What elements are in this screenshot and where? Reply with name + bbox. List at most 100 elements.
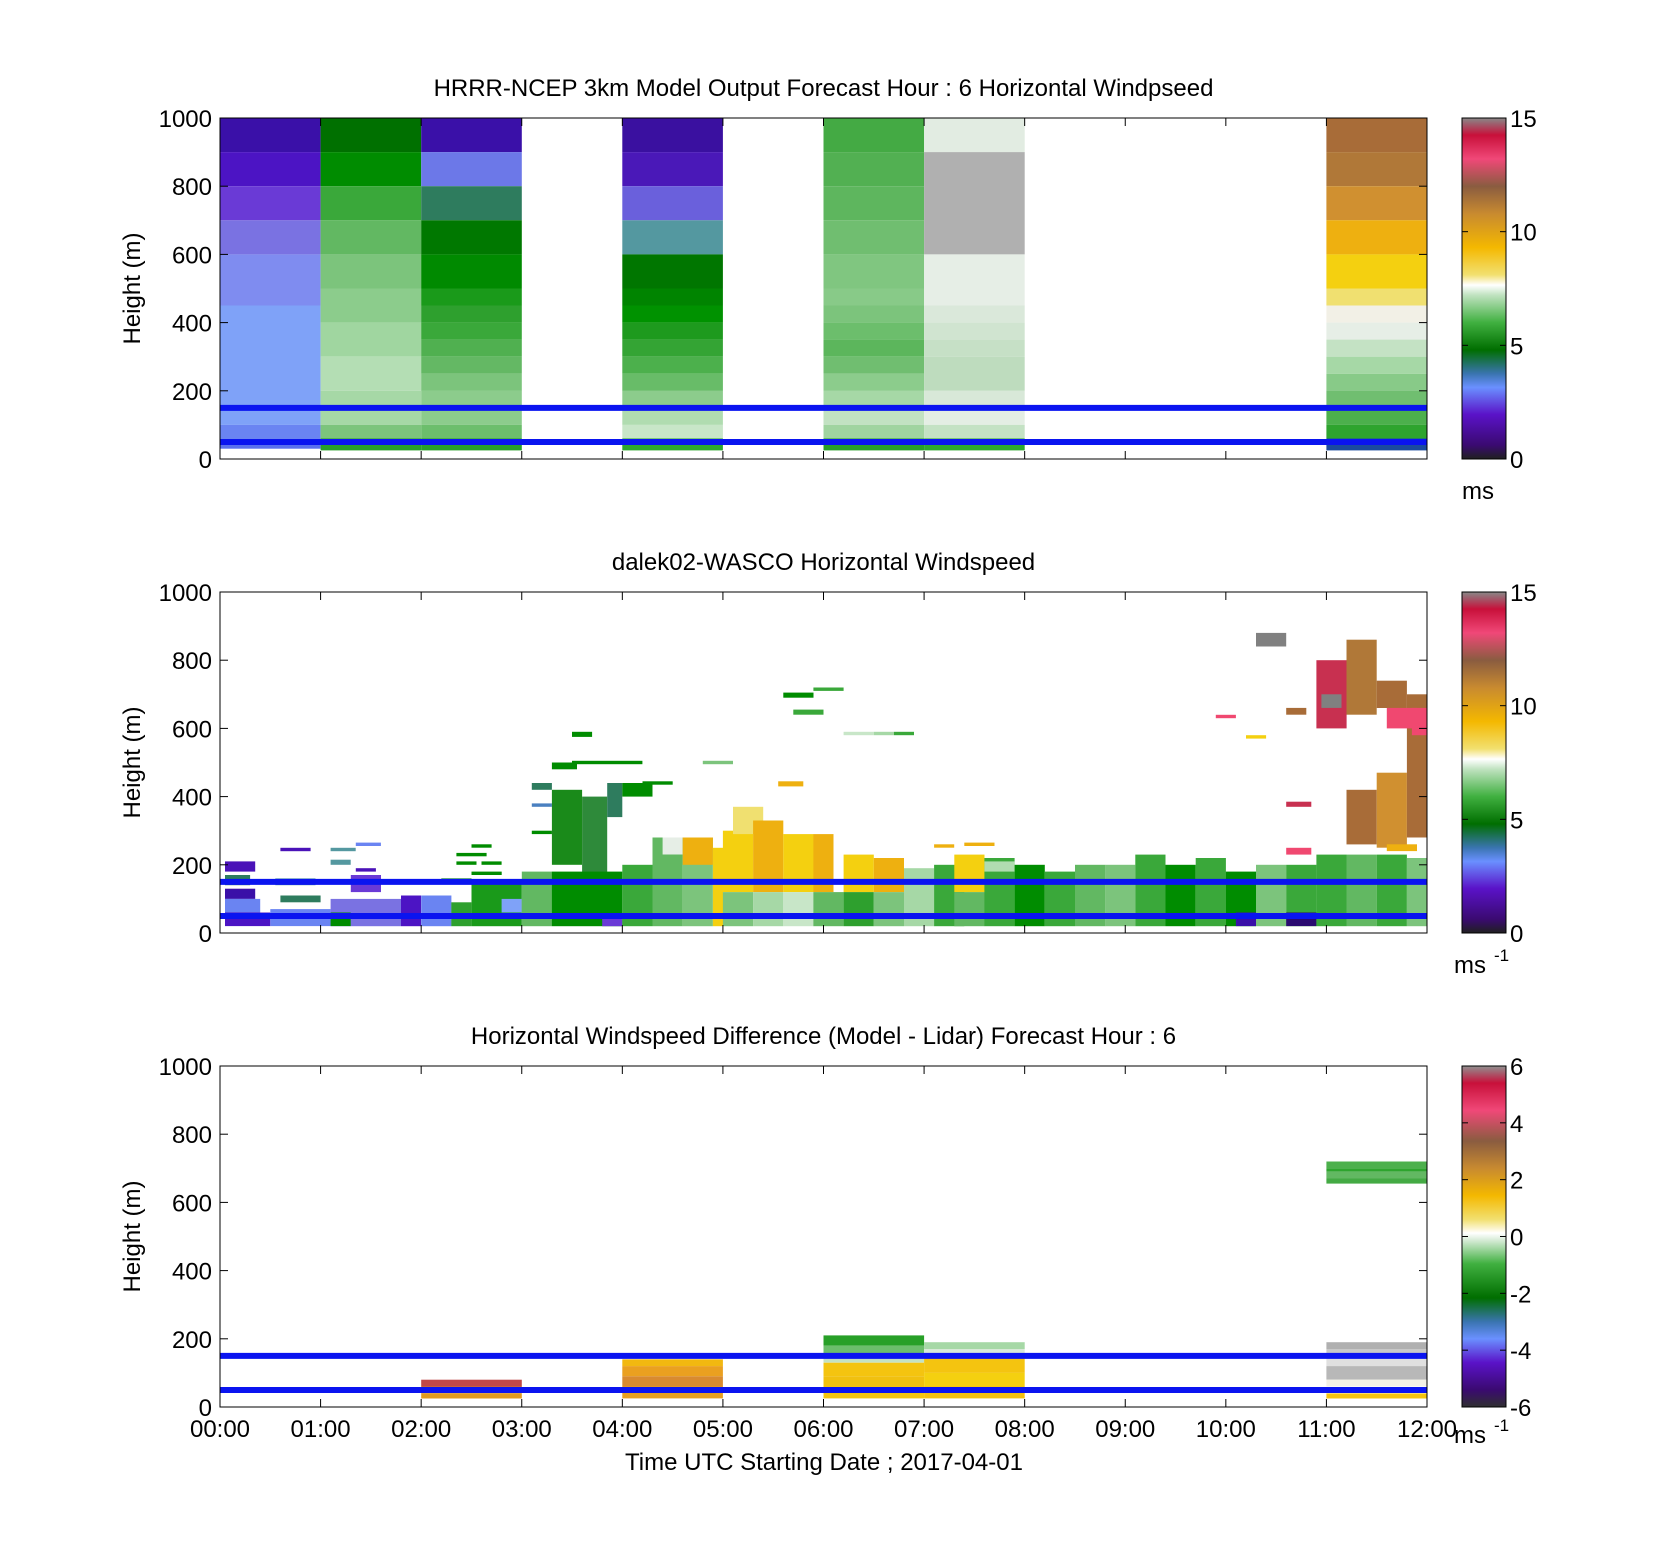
heatmap-cell xyxy=(220,152,321,187)
y-tick-label: 0 xyxy=(199,1395,212,1422)
heatmap-cell xyxy=(823,118,925,153)
heatmap-cell xyxy=(225,861,256,872)
heatmap-cell xyxy=(421,1379,522,1387)
heatmap-cells xyxy=(421,1161,1427,1399)
heatmap-cell xyxy=(924,356,1025,391)
heatmap-cell xyxy=(1286,847,1312,855)
heatmap-cell xyxy=(873,858,904,893)
colorbar-unit-exponent: -1 xyxy=(1494,1416,1509,1435)
heatmap-cell xyxy=(823,152,925,187)
colorbar-tick-label: -6 xyxy=(1510,1395,1531,1422)
heatmap-cell xyxy=(1326,288,1427,306)
x-tick-label: 06:00 xyxy=(793,1416,853,1443)
heatmap-cell xyxy=(1321,694,1342,708)
heatmap-cell xyxy=(823,424,925,439)
heatmap-cell xyxy=(320,186,422,221)
heatmap-cell xyxy=(753,892,784,927)
heatmap-cell xyxy=(924,118,1025,153)
heatmap-cell xyxy=(823,373,925,391)
colorbar-tick-label: 4 xyxy=(1510,1111,1523,1138)
heatmap-cell xyxy=(893,731,914,736)
y-tick-label: 0 xyxy=(199,447,212,474)
heatmap-cell xyxy=(421,118,522,153)
heatmap-cell xyxy=(421,322,522,340)
heatmap-cell xyxy=(220,441,321,449)
heatmap-cell xyxy=(823,1355,925,1363)
heatmap-cell xyxy=(1326,1393,1427,1399)
heatmap-cell xyxy=(1326,1342,1427,1349)
heatmap-cell xyxy=(823,390,925,408)
heatmap-cell xyxy=(924,152,1025,255)
y-axis-label: Height (m) xyxy=(119,232,146,344)
heatmap-cell xyxy=(1326,390,1427,408)
heatmap-cell xyxy=(355,842,381,846)
heatmap-cell xyxy=(421,895,452,927)
colorbar-gradient xyxy=(1461,591,1507,934)
heatmap-cell xyxy=(964,842,995,846)
heatmap-cell xyxy=(783,892,814,927)
heatmap-cell xyxy=(1215,714,1236,719)
heatmap-cell xyxy=(471,871,502,875)
heatmap-cell xyxy=(421,220,522,255)
colorbar-tick-label: 0 xyxy=(1510,447,1523,474)
colorbar-unit: ms xyxy=(1462,478,1494,505)
x-tick-label: 10:00 xyxy=(1196,1416,1256,1443)
heatmap-cell xyxy=(823,1335,925,1346)
heatmap-cell xyxy=(823,356,925,374)
heatmap-cell xyxy=(924,1355,1025,1373)
colorbar-tick-label: 0 xyxy=(1510,921,1523,948)
y-axis-label: Height (m) xyxy=(119,706,146,818)
heatmap-cell xyxy=(924,339,1025,357)
heatmap-cell xyxy=(1286,801,1312,807)
heatmap-cell xyxy=(320,254,422,289)
colorbar-gradient xyxy=(1461,1065,1507,1408)
heatmap-cell xyxy=(622,186,723,221)
heatmap-cell xyxy=(320,220,422,255)
panel-3: 00:00 01:00 02:00 03:00 04:00 05:00 06:00 07:00… xyxy=(119,1023,1531,1449)
x-tick-label: 08:00 xyxy=(995,1416,1055,1443)
heatmap-cell xyxy=(1326,254,1427,289)
y-tick-label: 0 xyxy=(199,921,212,948)
heatmap-cell xyxy=(421,339,522,357)
heatmap-cell xyxy=(572,760,643,765)
colorbar-tick-label: 6 xyxy=(1510,1054,1523,1081)
y-tick-label: 600 xyxy=(172,1190,212,1217)
x-tick-label: 09:00 xyxy=(1095,1416,1155,1443)
heatmap-cells xyxy=(220,118,1427,451)
heatmap-cell xyxy=(642,781,673,785)
heatmap-cell xyxy=(280,895,321,903)
heatmap-cell xyxy=(702,760,733,765)
heatmap-cell xyxy=(1346,639,1377,715)
heatmap-cell xyxy=(1386,707,1417,729)
heatmap-cell xyxy=(421,424,522,439)
heatmap-cell xyxy=(793,709,824,715)
heatmap-cell xyxy=(220,254,321,306)
colorbar: 0 5 10 15 ms -1 xyxy=(1454,580,1537,979)
heatmap-cell xyxy=(1256,632,1287,647)
heatmap-cell xyxy=(481,861,502,865)
heatmap-cell xyxy=(823,339,925,357)
heatmap-cell xyxy=(1326,356,1427,374)
y-tick-label: 400 xyxy=(172,311,212,338)
panel-title: dalek02-WASCO Horizontal Windspeed xyxy=(612,549,1035,576)
heatmap-cell xyxy=(622,1359,723,1367)
heatmap-cell xyxy=(622,356,723,374)
heatmap-cell xyxy=(813,892,844,927)
y-tick-label: 800 xyxy=(172,1122,212,1149)
heatmap-cell xyxy=(823,322,925,340)
heatmap-cell xyxy=(823,1376,925,1387)
heatmap-cell xyxy=(622,1376,723,1387)
heatmap-cell xyxy=(783,692,814,698)
heatmap-cell xyxy=(622,424,723,439)
heatmap-cell xyxy=(622,288,723,306)
heatmap-cell xyxy=(924,1342,1025,1349)
x-axis-label: Time UTC Starting Date ; 2017-04-01 xyxy=(625,1449,1023,1476)
heatmap-cell xyxy=(220,118,321,153)
y-axis-label: Height (m) xyxy=(119,1180,146,1292)
heatmap-cell xyxy=(1326,424,1427,439)
heatmap-cell xyxy=(220,424,321,442)
heatmap-cell xyxy=(602,916,623,927)
colorbar-unit: ms xyxy=(1454,952,1486,979)
colorbar-tick-label: 10 xyxy=(1510,694,1537,721)
y-tick-label: 400 xyxy=(172,1259,212,1286)
